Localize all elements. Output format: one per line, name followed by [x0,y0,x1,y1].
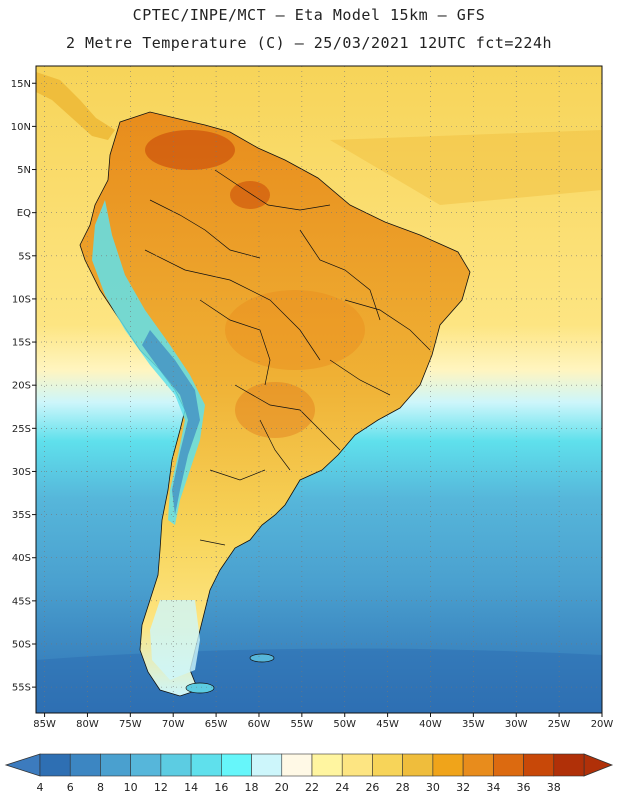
lon-tick-label: 30W [505,719,528,730]
lat-tick-label: 10S [12,294,31,305]
lat-tick-label: 15S [12,338,31,349]
lon-tick-label: 70W [162,719,185,730]
colorbar-label: 20 [275,781,289,794]
colorbar-label: 16 [214,781,228,794]
map-frame [35,65,603,714]
colorbar-label: 22 [305,781,319,794]
colorbar-label: 26 [365,781,379,794]
lon-tick-label: 55W [291,719,314,730]
colorbar-label: 14 [184,781,198,794]
chart-title-line2: 2 Metre Temperature (C) – 25/03/2021 12U… [65,34,553,52]
colorbar-label: 38 [547,781,561,794]
colorbar-low-arrow [4,753,41,777]
colorbar-swatch [39,753,71,777]
lat-tick-label: 5S [18,251,31,262]
hot-spot-venezuela [230,181,270,209]
colorbar-swatch [523,753,555,777]
lon-tick-label: 85W [33,719,56,730]
colorbar-swatch [462,753,494,777]
patagonia-cool-zone [150,600,200,680]
colorbar-swatch [69,753,101,777]
lon-tick-label: 35W [462,719,485,730]
lon-tick-label: 50W [333,719,356,730]
colorbar-high-arrow [583,753,614,777]
lat-tick-label: 40S [12,553,31,564]
lat-tick-label: 10N [11,122,31,133]
cold-ocean-band [36,648,602,713]
colorbar-swatch [251,753,283,777]
colorbar: 4 6 8 10 12 14 16 18 20 22 24 26 28 30 32 34 36 38 [4,753,614,794]
lat-tick-label: 45S [12,596,31,607]
warm-ocean-band [330,130,602,205]
andes-cold-strip [92,200,205,525]
colorbar-label: 8 [97,781,104,794]
colorbar-swatch [130,753,162,777]
colorbar-swatch [160,753,192,777]
lon-tick-label: 80W [76,719,99,730]
lon-tick-label: 65W [205,719,228,730]
lat-tick-label: 5N [17,165,31,176]
colorbar-swatch [221,753,252,777]
lat-tick-label: 15N [11,79,31,90]
colorbar-swatch [100,753,131,777]
colorbar-swatch [372,753,403,777]
lon-tick-label: 20W [591,719,614,730]
chart-title-line1: CPTEC/INPE/MCT – Eta Model 15km – GFS [132,6,486,24]
longitude-axis: 85W 80W 75W 70W 65W 60W 55W 50W 45W 40W 35W 30W 25W 2… [33,713,613,730]
colorbar-swatch [341,753,373,777]
lon-tick-label: 45W [376,719,399,730]
lon-tick-label: 60W [248,719,271,730]
lat-tick-label: 20S [12,381,31,392]
colorbar-swatch [402,753,434,777]
colorbar-label: 12 [154,781,168,794]
colorbar-swatch [281,753,313,777]
lon-tick-label: 25W [548,719,571,730]
lat-tick-label: 50S [12,639,31,650]
colorbar-label: 6 [67,781,74,794]
colorbar-swatch [493,753,524,777]
hot-spot-colombia [145,130,235,170]
lon-tick-label: 75W [119,719,142,730]
lat-tick-label: 55S [12,683,31,694]
falkland-islands [249,653,275,663]
colorbar-label: 4 [37,781,44,794]
colorbar-swatch [311,753,343,777]
andes-core-strip [142,330,200,515]
lat-tick-label: 30S [12,467,31,478]
colorbar-swatch [553,753,585,777]
colorbar-label: 32 [456,781,470,794]
latitude-axis: 15N 10N 5N EQ 5S 10S 15S 20S 25S 30S 35S 40S 45S 50S 5… [11,79,36,694]
colorbar-label: 34 [486,781,500,794]
lat-tick-label: EQ [17,208,31,219]
hot-spot-paraguay [235,382,315,438]
central-america-land [36,72,115,140]
colorbar-label: 18 [245,781,259,794]
tierra-del-fuego [185,682,215,694]
colorbar-swatch [432,753,464,777]
colorbar-label: 36 [517,781,531,794]
colorbar-label: 30 [426,781,440,794]
lon-tick-label: 40W [419,719,442,730]
lat-tick-label: 25S [12,424,31,435]
colorbar-swatch [190,753,222,777]
country-borders [144,169,431,546]
colorbar-label: 10 [124,781,138,794]
hot-spot-central [225,290,365,370]
colorbar-label: 24 [335,781,349,794]
colorbar-label: 28 [396,781,410,794]
lat-tick-label: 35S [12,510,31,521]
